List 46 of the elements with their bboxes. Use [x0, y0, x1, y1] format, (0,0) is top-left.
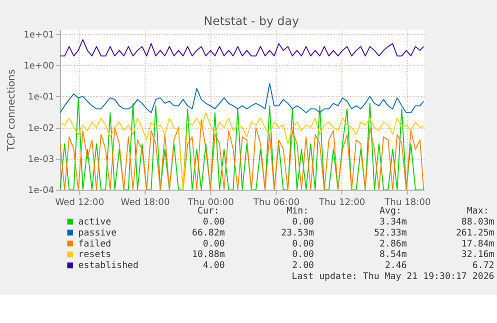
y-tick-label: 1e-02: [28, 124, 54, 134]
text: 6.72: [472, 261, 494, 272]
y-tick-label: 1e+01: [24, 30, 54, 40]
text: 0.00: [292, 239, 314, 250]
chart-title: Netstat - by day: [204, 14, 300, 28]
x-tick-label: Wed 12:00: [55, 198, 104, 208]
text: Avg:: [380, 206, 402, 216]
text: 32.16m: [461, 250, 495, 260]
text: 10.88m: [192, 250, 226, 260]
y-tick-label: 1e-03: [28, 154, 54, 165]
text: 0.00: [202, 217, 225, 228]
x-tick-label: Thu 12:00: [318, 198, 366, 208]
y-tick-label: 1e+00: [24, 61, 54, 72]
legend-label: established: [78, 261, 139, 272]
text: 0.00: [202, 239, 225, 250]
text: Cur:: [197, 206, 220, 216]
text: 8.54m: [380, 250, 408, 260]
x-tick-label: Thu 06:00: [252, 198, 300, 208]
legend-label: failed: [78, 239, 112, 250]
text: 66.82m: [192, 228, 226, 238]
legend-label: active: [78, 217, 112, 228]
text: Min:: [286, 206, 309, 216]
text: 4.00: [202, 261, 225, 272]
text: 0.00: [292, 250, 314, 260]
text: 2.46: [384, 261, 407, 272]
x-tick-label: Thu 18:00: [384, 198, 431, 208]
text: 88.03m: [461, 217, 495, 228]
text: 261.25m: [456, 228, 495, 238]
y-axis-title: TCP connections: [6, 69, 18, 152]
text: 2.86m: [380, 239, 408, 250]
text: 3.34m: [380, 217, 408, 228]
y-tick-label: 1e-04: [28, 186, 54, 196]
text: Last update: Thu May 21 19:30:17 2026: [292, 272, 494, 282]
text: 2.00: [292, 261, 314, 272]
line-series: [60, 83, 424, 114]
text: Max:: [466, 206, 489, 216]
y-tick-label: 1e-01: [28, 92, 54, 103]
legend-label: resets: [78, 250, 112, 260]
text: 0.00: [292, 217, 314, 228]
x-tick-label: Thu 00:00: [186, 198, 234, 208]
text: 23.53m: [281, 228, 315, 238]
text: 52.33m: [374, 228, 408, 238]
line-series: [60, 39, 424, 56]
text: 17.84m: [461, 239, 495, 250]
legend-label: passive: [78, 228, 117, 238]
x-tick-label: Wed 18:00: [120, 198, 170, 208]
